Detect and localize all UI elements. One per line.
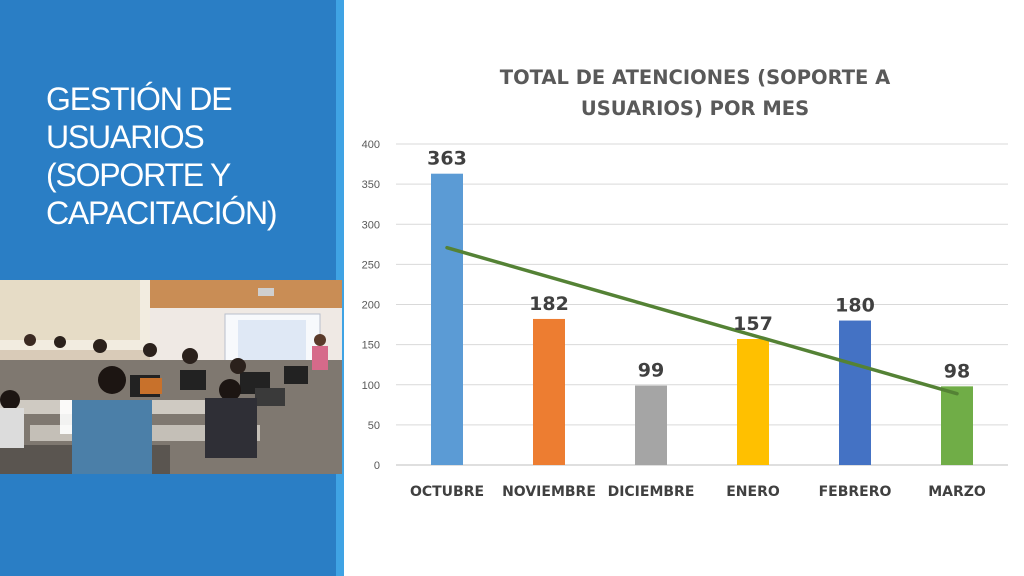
y-tick-label: 100 [362, 380, 380, 392]
y-tick-label: 0 [374, 460, 380, 472]
gridlines [396, 143, 1008, 466]
y-tick-label: 300 [362, 219, 380, 231]
data-label: 180 [835, 295, 875, 317]
data-label: 182 [529, 293, 569, 315]
bar-chart: 0 50 100 150 200 250 300 350 400 363 182 99 157 180 9… [362, 139, 1008, 500]
trendline-layer [445, 245, 959, 396]
bar [839, 320, 871, 465]
y-tick-label: 200 [362, 300, 380, 312]
bar [941, 386, 973, 465]
trendline [445, 245, 959, 396]
data-label: 98 [944, 360, 970, 382]
y-axis-tick-labels: 0 50 100 150 200 250 300 350 400 [362, 139, 380, 472]
y-tick-label: 400 [362, 139, 380, 151]
bar [635, 385, 667, 465]
data-label: 99 [638, 360, 664, 382]
slide-title: GESTIÓN DE USUARIOS (SOPORTE Y CAPACITAC… [46, 81, 278, 231]
x-axis-category-labels: OCTUBRE NOVIEMBRE DICIEMBRE ENERO FEBRERO MAR… [410, 484, 986, 500]
y-tick-label: 150 [362, 340, 380, 352]
data-label: 157 [733, 313, 773, 335]
data-label: 363 [427, 148, 467, 170]
bar [737, 339, 769, 465]
bars [431, 173, 973, 465]
chart-title: TOTAL DE ATENCIONES (SOPORTE A USUARIOS)… [499, 66, 891, 120]
bar [431, 173, 463, 465]
y-tick-label: 50 [368, 420, 380, 432]
y-tick-label: 250 [362, 259, 380, 271]
category-label: NOVIEMBRE [502, 484, 596, 500]
category-label: FEBRERO [819, 484, 892, 500]
category-label: DICIEMBRE [608, 484, 695, 500]
category-label: ENERO [726, 484, 780, 500]
y-tick-label: 350 [362, 179, 380, 191]
bar [533, 318, 565, 465]
classroom-photo [0, 280, 342, 474]
data-labels: 363 182 99 157 180 98 [427, 148, 970, 383]
category-label: MARZO [928, 484, 986, 500]
category-label: OCTUBRE [410, 484, 484, 500]
